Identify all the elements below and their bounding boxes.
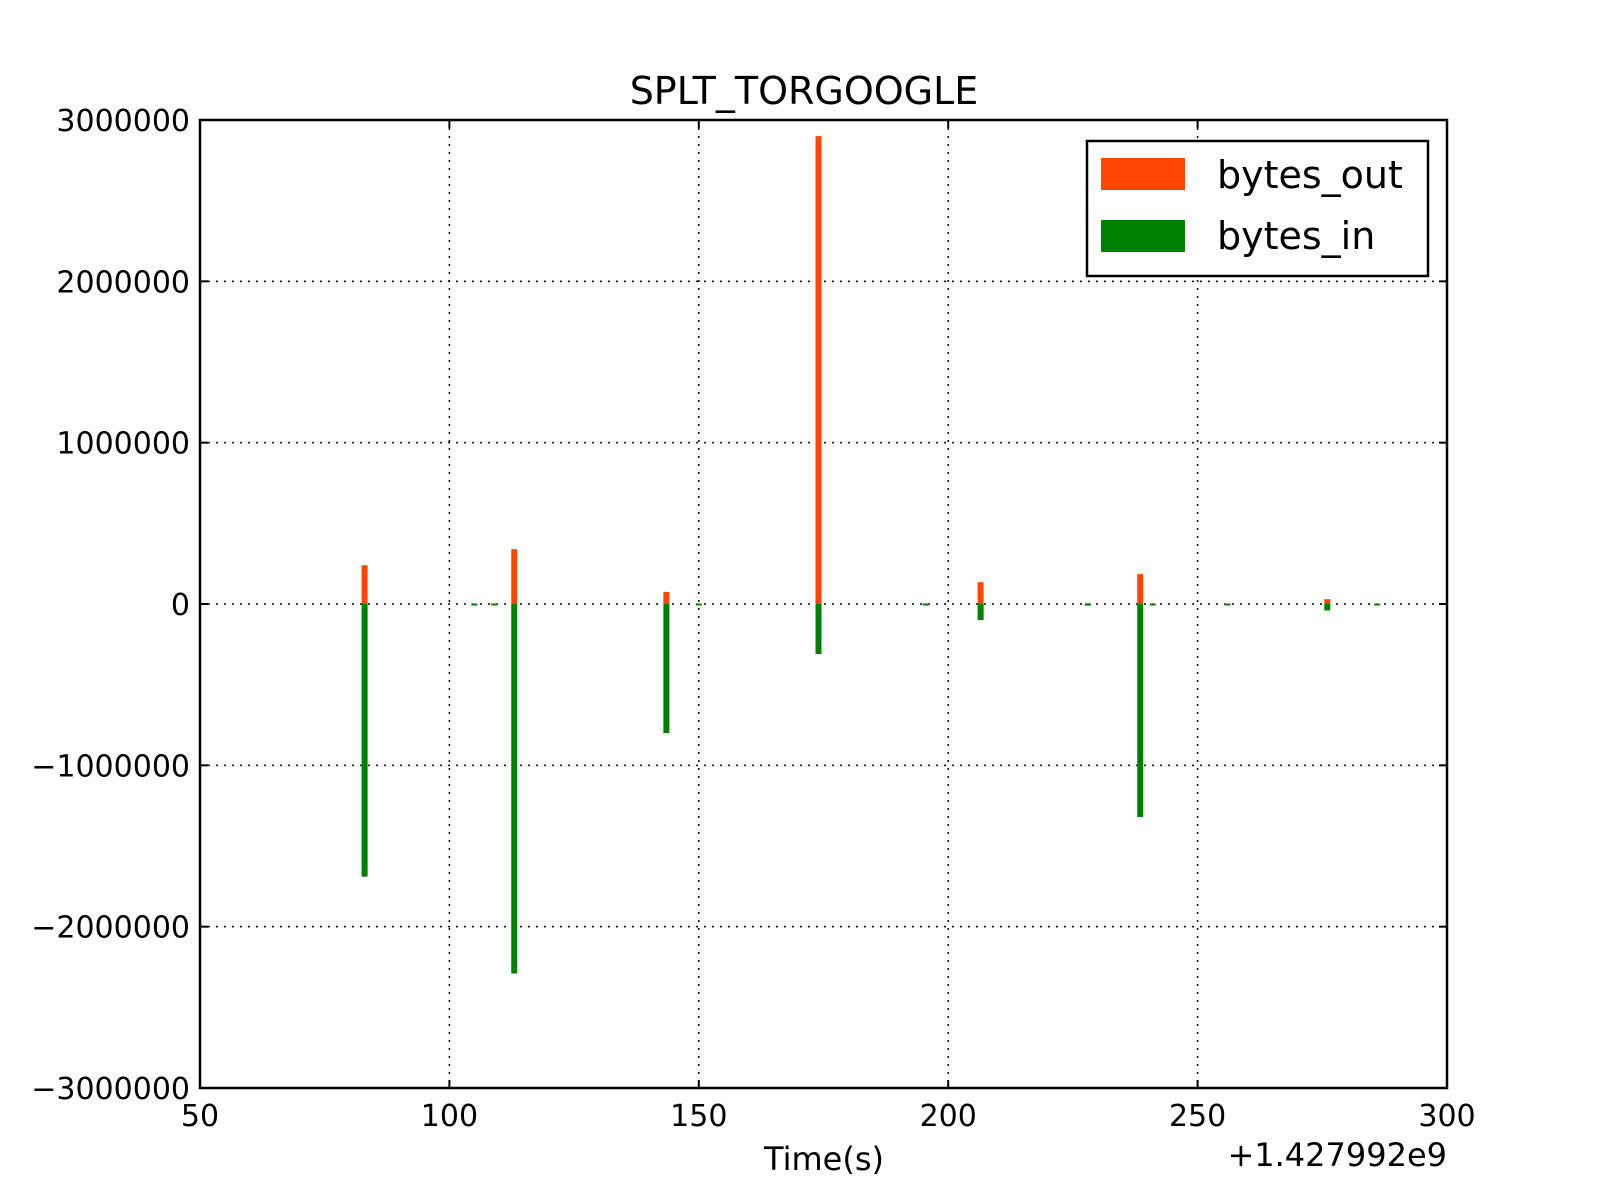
bar-bytes-out — [977, 582, 984, 604]
chart-title: SPLT_TORGOOGLE — [630, 69, 979, 113]
bar-bytes-out — [1324, 599, 1331, 604]
y-tick-label: 1000000 — [56, 427, 190, 462]
x-tick-label: 50 — [181, 1099, 219, 1134]
bar-bytes-in — [1224, 604, 1231, 606]
bar-bytes-out — [663, 591, 670, 604]
y-tick-label: −2000000 — [31, 911, 190, 946]
bar-bytes-in — [1149, 604, 1156, 606]
bar-bytes-out — [361, 565, 368, 604]
legend-swatch-bytes-out — [1101, 158, 1185, 190]
bar-bytes-in — [1137, 604, 1144, 817]
y-tick-label: 2000000 — [56, 265, 190, 300]
y-tick-label: 0 — [171, 588, 190, 623]
bar-bytes-in — [922, 604, 929, 606]
x-tick-label: 300 — [1418, 1099, 1475, 1134]
bar-bytes-in — [1324, 604, 1331, 611]
y-tick-label: −3000000 — [31, 1072, 190, 1107]
bars — [361, 136, 1381, 974]
bar-bytes-in — [1084, 604, 1091, 606]
bar-bytes-in — [361, 604, 368, 877]
bar-bytes-in — [977, 604, 984, 621]
legend-label-bytes-in: bytes_in — [1217, 214, 1375, 258]
x-tick-label: 250 — [1169, 1099, 1226, 1134]
x-tick-label: 150 — [670, 1099, 727, 1134]
bar-bytes-in — [511, 604, 518, 974]
bar-bytes-out — [815, 136, 822, 604]
bar-bytes-in — [471, 604, 478, 606]
x-tick-label: 100 — [421, 1099, 478, 1134]
bar-bytes-in — [663, 604, 670, 734]
bar-bytes-out — [1137, 574, 1144, 604]
y-axis-ticks: 3000000 2000000 1000000 0 −1000000 −2000000 −3… — [31, 104, 1447, 1107]
bar-bytes-in — [1374, 604, 1381, 606]
x-offset-label: +1.427992e9 — [1227, 1136, 1447, 1174]
bar-bytes-in — [695, 604, 702, 606]
x-axis-ticks: 50 100 150 200 250 300 — [181, 120, 1476, 1134]
bar-bytes-out — [511, 549, 518, 604]
legend: bytes_out bytes_in — [1085, 139, 1430, 278]
legend-swatch-bytes-in — [1101, 220, 1185, 252]
bar-bytes-in — [491, 604, 498, 606]
y-tick-label: −1000000 — [31, 749, 190, 784]
bar-bytes-out — [1084, 603, 1091, 605]
legend-label-bytes-out: bytes_out — [1217, 153, 1403, 197]
grid-lines — [200, 120, 1447, 1088]
x-axis-label: Time(s) — [763, 1140, 884, 1178]
x-tick-label: 200 — [920, 1099, 977, 1134]
bar-bytes-in — [815, 604, 822, 655]
y-tick-label: 3000000 — [56, 104, 190, 139]
